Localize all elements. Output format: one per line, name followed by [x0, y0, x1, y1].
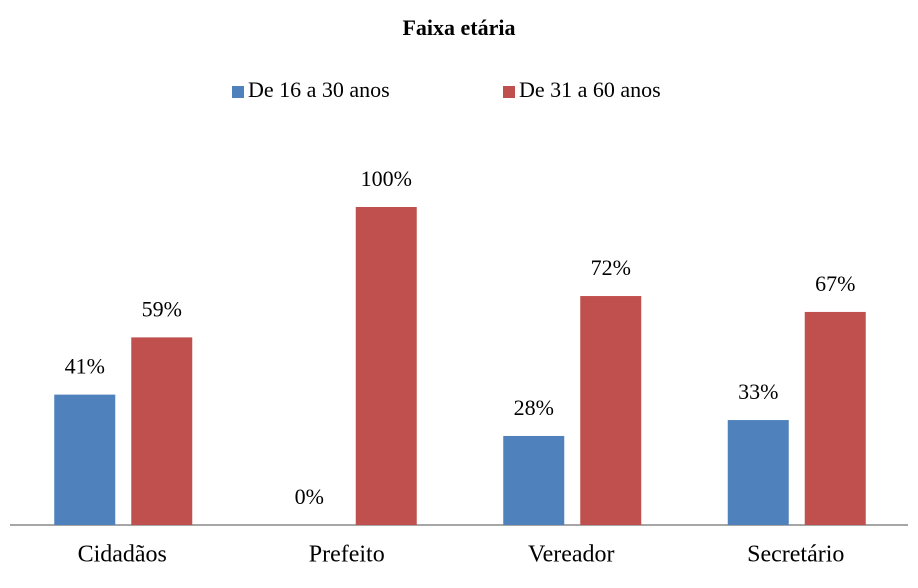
value-label: 0% — [295, 484, 324, 509]
bar — [355, 207, 417, 525]
bar — [580, 296, 642, 525]
x-tick-label: Prefeito — [309, 542, 385, 568]
value-label: 67% — [815, 271, 855, 296]
bar — [503, 435, 565, 525]
value-label: 33% — [738, 379, 778, 404]
bar — [804, 311, 866, 525]
value-label: 28% — [514, 395, 554, 420]
value-label: 59% — [142, 296, 182, 321]
chart-title: Faixa etária — [402, 15, 515, 40]
x-tick-label: Cidadãos — [78, 542, 167, 568]
x-tick-label: Secretário — [747, 542, 844, 568]
value-label: 72% — [591, 255, 631, 280]
legend-swatch — [503, 86, 515, 98]
bar — [131, 337, 193, 525]
legend-label: De 16 a 30 anos — [248, 77, 390, 102]
bar — [727, 420, 789, 525]
legend-swatch — [232, 86, 244, 98]
x-tick-label: Vereador — [528, 542, 615, 568]
value-label: 41% — [65, 354, 105, 379]
bar — [54, 394, 116, 525]
legend-label: De 31 a 60 anos — [519, 77, 661, 102]
value-label: 100% — [361, 166, 412, 191]
